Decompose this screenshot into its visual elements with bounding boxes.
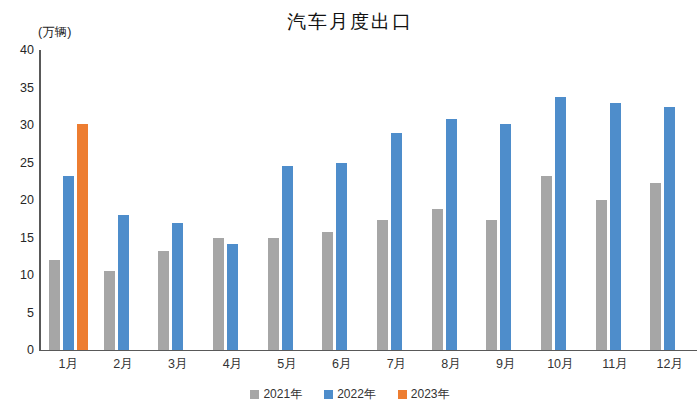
bar-group-9月: [478, 50, 533, 350]
y-tick-label-30: 30: [4, 118, 34, 132]
legend-swatch-2022年: [324, 390, 333, 399]
legend-swatch-2021年: [250, 390, 259, 399]
plot-area: [41, 50, 697, 350]
x-tick-label-9月: 9月: [478, 356, 533, 373]
bar-2022年-5月: [282, 166, 293, 350]
y-tick-label-25: 25: [4, 156, 34, 170]
bar-2021年-2月: [104, 271, 115, 350]
x-tick-label-12月: 12月: [642, 356, 697, 373]
legend: 2021年 2022年 2023年: [0, 386, 700, 403]
monthly-auto-export-chart: 汽车月度出口 (万辆) 0 5 10 15 20 25 30 35 40 1月2月3月4月5月6…: [0, 0, 700, 417]
bar-group-11月: [588, 50, 643, 350]
bar-2022年-6月: [336, 163, 347, 351]
bar-2021年-10月: [541, 176, 552, 350]
y-tick-label-20: 20: [4, 193, 34, 207]
bar-group-10月: [533, 50, 588, 350]
bar-2021年-3月: [158, 251, 169, 350]
x-tick-label-7月: 7月: [369, 356, 424, 373]
bar-2022年-8月: [446, 119, 457, 350]
bar-group-4月: [205, 50, 260, 350]
bar-2022年-12月: [664, 107, 675, 350]
legend-item-2021年: 2021年: [250, 386, 302, 403]
legend-label-2022年: 2022年: [337, 386, 376, 403]
bar-2022年-11月: [610, 103, 621, 351]
bar-2022年-1月: [63, 176, 74, 350]
y-tick-label-15: 15: [4, 231, 34, 245]
y-tick-label-5: 5: [4, 306, 34, 320]
bar-group-2月: [96, 50, 151, 350]
x-tick-label-6月: 6月: [314, 356, 369, 373]
x-tick-label-3月: 3月: [150, 356, 205, 373]
x-tick-label-2月: 2月: [96, 356, 151, 373]
bar-2022年-3月: [172, 223, 183, 351]
bar-2021年-5月: [268, 238, 279, 351]
bar-2022年-4月: [227, 244, 238, 350]
bar-2022年-9月: [500, 124, 511, 350]
bar-2021年-11月: [596, 200, 607, 350]
chart-title: 汽车月度出口: [0, 9, 700, 35]
bar-group-1月: [41, 50, 96, 350]
x-tick-label-5月: 5月: [260, 356, 315, 373]
bar-2021年-4月: [213, 238, 224, 351]
y-tick-label-35: 35: [4, 81, 34, 95]
bar-group-3月: [150, 50, 205, 350]
bar-2022年-10月: [555, 97, 566, 351]
x-tick-label-8月: 8月: [424, 356, 479, 373]
bar-2021年-12月: [650, 183, 661, 350]
bar-2021年-9月: [486, 220, 497, 350]
bar-2021年-7月: [377, 220, 388, 351]
bar-group-8月: [424, 50, 479, 350]
legend-label-2023年: 2023年: [411, 386, 450, 403]
bar-2022年-7月: [391, 133, 402, 351]
legend-swatch-2023年: [398, 390, 407, 399]
bar-2022年-2月: [118, 215, 129, 350]
x-tick-label-4月: 4月: [205, 356, 260, 373]
bar-2023年-1月: [77, 124, 88, 350]
legend-item-2022年: 2022年: [324, 386, 376, 403]
bar-group-7月: [369, 50, 424, 350]
x-tick-label-10月: 10月: [533, 356, 588, 373]
x-tick-label-11月: 11月: [588, 356, 643, 373]
bar-2021年-8月: [432, 209, 443, 350]
bar-2021年-1月: [49, 260, 60, 350]
x-tick-label-1月: 1月: [41, 356, 96, 373]
y-tick-label-10: 10: [4, 268, 34, 282]
bar-group-12月: [642, 50, 697, 350]
legend-label-2021年: 2021年: [263, 386, 302, 403]
bar-group-6月: [314, 50, 369, 350]
y-tick-label-0: 0: [4, 343, 34, 357]
bar-2021年-6月: [322, 232, 333, 351]
bar-group-5月: [260, 50, 315, 350]
legend-item-2023年: 2023年: [398, 386, 450, 403]
x-axis-labels: 1月2月3月4月5月6月7月8月9月10月11月12月: [41, 356, 697, 373]
y-axis-unit-label: (万辆): [38, 24, 71, 41]
y-tick-label-40: 40: [4, 43, 34, 57]
